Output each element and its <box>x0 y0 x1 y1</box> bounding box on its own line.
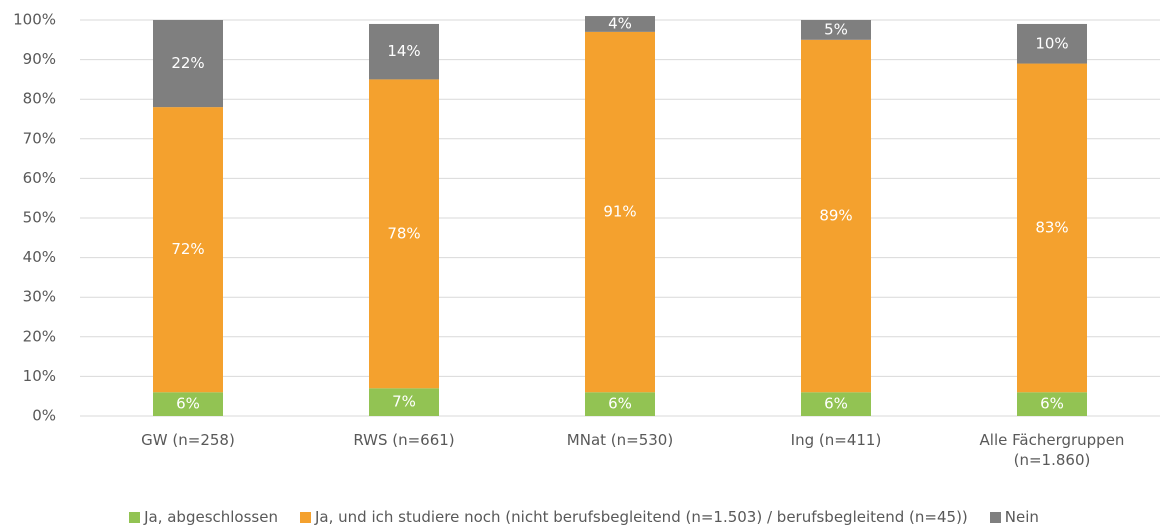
x-tick-label: Alle Fächergruppen (n=1.860) <box>979 431 1125 469</box>
legend-item: Ja, und ich studiere noch (nicht berufsb… <box>299 508 968 526</box>
bar-segment <box>153 107 223 393</box>
y-tick-label: 80% <box>23 90 56 108</box>
data-label: 6% <box>176 395 200 413</box>
data-label: 91% <box>603 203 636 221</box>
bar-segment <box>585 392 655 416</box>
legend-item: Ja, abgeschlossen <box>129 508 278 526</box>
x-tick-label: Ing (n=411) <box>790 431 882 449</box>
data-label: 6% <box>1040 395 1064 413</box>
bar-segment <box>1017 392 1087 416</box>
y-tick-label: 90% <box>23 50 56 68</box>
data-label: 89% <box>819 207 852 225</box>
legend-swatch <box>299 511 311 523</box>
data-label: 6% <box>608 395 632 413</box>
y-tick-label: 40% <box>23 248 56 266</box>
bar-segment <box>153 20 223 108</box>
bar-segment <box>801 20 871 40</box>
bar-segment <box>801 392 871 416</box>
legend-item: Nein <box>989 508 1039 526</box>
bar-segment <box>1017 63 1087 393</box>
legend: Ja, abgeschlossen Ja, und ich studiere no… <box>0 508 1168 526</box>
bar-segment <box>801 39 871 393</box>
legend-label: Nein <box>1004 508 1039 526</box>
y-tick-label: 70% <box>23 129 56 147</box>
data-label: 5% <box>824 20 848 38</box>
x-tick-label: GW (n=258) <box>141 431 235 449</box>
data-label: 22% <box>171 54 204 72</box>
data-label: 83% <box>1035 218 1068 236</box>
y-tick-label: 20% <box>23 327 56 345</box>
bar-segment <box>585 31 655 393</box>
data-label: 10% <box>1035 34 1068 52</box>
data-label: 6% <box>824 395 848 413</box>
bar-segment <box>369 23 439 80</box>
y-tick-label: 0% <box>32 407 56 425</box>
y-tick-label: 60% <box>23 169 56 187</box>
y-tick-label: 30% <box>23 288 56 306</box>
data-label: 4% <box>608 14 632 32</box>
data-label: 14% <box>387 42 420 60</box>
y-tick-label: 50% <box>23 209 56 227</box>
bar-segment <box>585 16 655 32</box>
data-label: 7% <box>392 393 416 411</box>
data-label: 78% <box>387 224 420 242</box>
bar-segment <box>369 388 439 416</box>
bar-segment <box>369 79 439 389</box>
legend-label: Ja, abgeschlossen <box>144 508 278 526</box>
y-tick-label: 100% <box>13 11 56 29</box>
x-tick-label: MNat (n=530) <box>566 431 674 449</box>
y-tick-label: 10% <box>23 367 56 385</box>
data-label: 72% <box>171 240 204 258</box>
bar-segment <box>1017 23 1087 64</box>
legend-swatch <box>989 511 1001 523</box>
bar-segment <box>153 392 223 416</box>
x-tick-label: RWS (n=661) <box>353 431 455 449</box>
legend-label: Ja, und ich studiere noch (nicht berufsb… <box>314 508 968 526</box>
legend-swatch <box>129 511 141 523</box>
